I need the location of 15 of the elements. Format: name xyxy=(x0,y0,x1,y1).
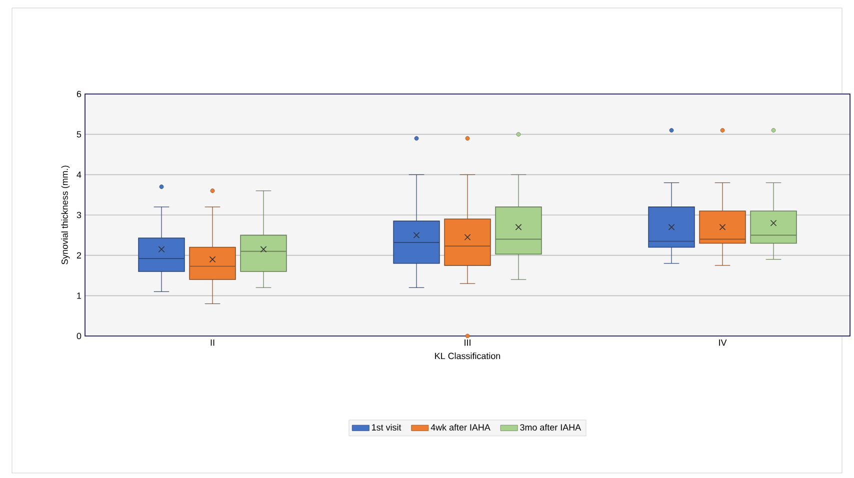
legend-label: 1st visit xyxy=(372,424,402,431)
y-tick-label: 6 xyxy=(76,90,82,98)
y-tick-label: 4 xyxy=(76,172,82,178)
x-tick-label: III xyxy=(464,340,470,346)
x-axis-title: KL Classification xyxy=(435,352,500,360)
legend-label: 3mo after IAHA xyxy=(520,424,582,431)
y-tick-label: 2 xyxy=(76,252,82,258)
y-tick-label: 5 xyxy=(76,131,82,138)
legend-label: 4wk after IAHA xyxy=(430,424,490,431)
y-tick-label: 0 xyxy=(76,332,82,340)
y-axis-title: Synovial thickness (mm.) xyxy=(61,166,70,264)
x-tick-label: IV xyxy=(719,340,727,346)
x-tick-label: II xyxy=(210,340,214,346)
y-tick-label: 1 xyxy=(77,292,82,299)
y-tick-label: 3 xyxy=(76,212,82,218)
